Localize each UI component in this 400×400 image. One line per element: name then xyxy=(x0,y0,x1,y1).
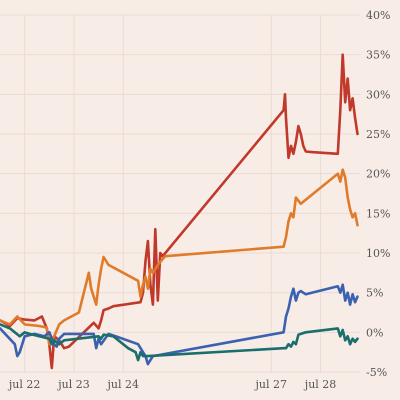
y-tick-label: 5% xyxy=(366,287,383,300)
x-tick-label: jul 28 xyxy=(303,378,337,391)
y-tick-label: 15% xyxy=(366,207,390,220)
y-tick-label: 20% xyxy=(366,168,390,181)
series-line-4 xyxy=(0,323,359,362)
y-axis: -5% 0% 5% 10% 15% 20% 25% 30% 35% 40% xyxy=(366,9,390,379)
y-tick-label: 0% xyxy=(366,326,383,339)
grid xyxy=(0,14,360,373)
x-tick-label: jul 23 xyxy=(56,378,90,391)
series-line-2 xyxy=(0,168,359,346)
y-tick-label: 35% xyxy=(366,49,390,62)
x-tick-label: jul 27 xyxy=(253,378,287,391)
y-tick-label: 30% xyxy=(366,88,390,101)
y-tick-label: 10% xyxy=(366,247,390,260)
y-tick-label: 40% xyxy=(366,9,390,22)
x-axis: jul 22 jul 23 jul 24 jul 27 jul 28 xyxy=(7,378,336,391)
series-group xyxy=(0,53,359,370)
x-tick-label: jul 22 xyxy=(7,378,41,391)
x-tick-label: jul 24 xyxy=(106,378,140,391)
y-tick-label: -5% xyxy=(366,366,387,379)
series-line-1 xyxy=(0,53,359,370)
y-tick-label: 25% xyxy=(366,128,390,141)
